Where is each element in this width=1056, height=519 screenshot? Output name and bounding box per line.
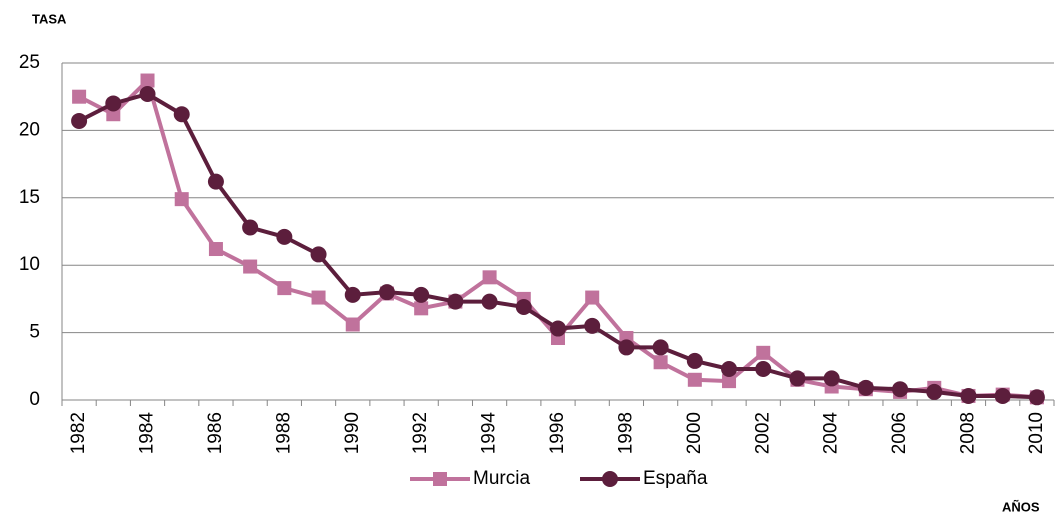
x-tick-label: 1988	[273, 412, 294, 454]
y-tick-label: 0	[29, 389, 40, 410]
y-tick-label: 15	[19, 187, 40, 208]
data-point	[207, 173, 224, 190]
data-point	[652, 339, 669, 356]
data-point	[584, 317, 601, 334]
data-point	[378, 284, 395, 301]
data-point	[653, 355, 668, 370]
legend-swatch-marker	[602, 471, 618, 487]
data-point	[140, 73, 155, 88]
data-point	[414, 301, 429, 316]
data-point	[276, 228, 293, 245]
data-point	[208, 242, 223, 257]
data-point	[857, 379, 874, 396]
data-point	[277, 281, 292, 296]
x-tick-label: 2006	[889, 412, 910, 454]
data-point	[413, 286, 430, 303]
legend-label: Murcia	[473, 468, 530, 489]
data-point	[71, 112, 88, 129]
data-point	[447, 293, 464, 310]
data-point	[106, 107, 121, 122]
x-tick-label: 1994	[479, 412, 500, 455]
data-point	[960, 387, 977, 404]
data-point	[892, 381, 909, 398]
data-point	[482, 270, 497, 285]
data-point	[173, 106, 190, 123]
x-tick-label: 1996	[547, 412, 568, 454]
data-point	[687, 372, 702, 387]
data-point	[686, 352, 703, 369]
data-point	[481, 293, 498, 310]
y-tick-label: 5	[29, 322, 40, 343]
y-tick-label: 10	[19, 254, 40, 275]
data-point	[926, 383, 943, 400]
x-tick-label: 2000	[684, 412, 705, 454]
x-axis-title: AÑOS	[1002, 499, 1040, 514]
x-tick-label: 1998	[615, 412, 636, 454]
data-point	[311, 290, 326, 305]
data-point	[344, 286, 361, 303]
data-point	[755, 360, 772, 377]
x-tick-label: 2002	[752, 412, 773, 454]
data-point	[722, 374, 737, 389]
data-point	[174, 192, 189, 207]
x-tick-label: 2010	[1026, 412, 1047, 454]
data-point	[823, 370, 840, 387]
data-point	[618, 339, 635, 356]
data-point	[550, 320, 566, 337]
data-point	[756, 345, 771, 360]
data-point	[994, 387, 1011, 404]
data-point	[345, 317, 360, 332]
data-point	[105, 95, 122, 112]
data-point	[789, 370, 806, 387]
data-point	[242, 219, 259, 236]
legend-label: España	[643, 468, 708, 489]
x-tick-label: 1984	[137, 412, 158, 455]
x-tick-label: 1992	[410, 412, 431, 454]
legend-swatch-marker	[433, 472, 447, 486]
x-tick-label: 2004	[821, 412, 842, 455]
data-point	[515, 298, 532, 315]
series-line	[78, 76, 1038, 400]
data-point	[139, 86, 156, 103]
x-tick-label: 2008	[957, 412, 978, 454]
y-axis-title: TASA	[32, 11, 67, 26]
y-tick-label: 25	[19, 52, 40, 73]
x-tick-label: 1990	[342, 412, 363, 454]
data-point	[72, 89, 87, 104]
data-point	[1028, 389, 1045, 406]
x-tick-label: 1986	[205, 412, 226, 454]
data-point	[310, 246, 327, 263]
x-tick-label: 1982	[68, 412, 89, 454]
data-point	[721, 360, 738, 377]
y-tick-label: 20	[19, 119, 40, 140]
data-point	[585, 290, 600, 305]
data-point	[243, 259, 258, 274]
